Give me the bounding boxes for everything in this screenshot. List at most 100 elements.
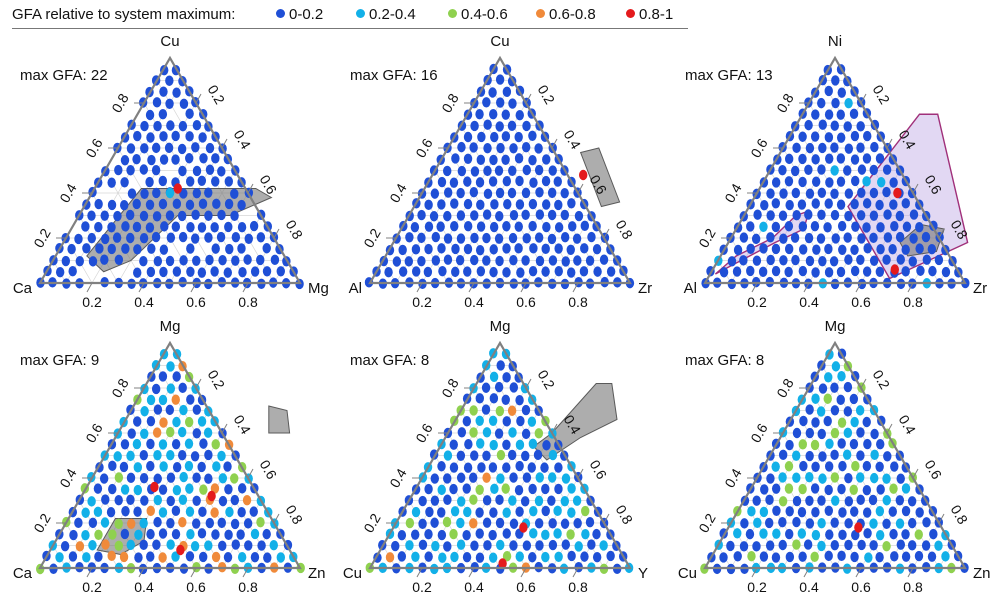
tick-mark	[247, 468, 254, 479]
data-point	[507, 405, 517, 416]
data-point	[212, 198, 221, 210]
data-point	[418, 539, 428, 551]
data-point	[217, 166, 226, 177]
data-point	[875, 199, 884, 211]
data-point	[508, 495, 517, 506]
data-point	[831, 97, 840, 109]
tick-mark	[195, 93, 202, 104]
highlight-region	[579, 147, 621, 208]
data-point	[785, 439, 794, 451]
data-point	[107, 550, 116, 562]
data-point	[527, 462, 536, 473]
data-point	[410, 529, 420, 540]
data-point	[146, 551, 155, 562]
data-point	[824, 372, 833, 383]
data-point	[540, 462, 549, 473]
data-point	[515, 395, 524, 406]
data-point	[824, 198, 833, 209]
data-point	[205, 164, 215, 175]
tick-label-left: 0.6	[82, 135, 106, 160]
data-point	[192, 404, 202, 415]
data-point	[186, 529, 195, 540]
data-point	[863, 130, 872, 142]
data-point	[811, 154, 820, 165]
data-point	[501, 109, 510, 120]
data-point	[548, 255, 558, 266]
data-point	[747, 506, 756, 517]
data-point	[502, 243, 511, 254]
data-point	[553, 528, 562, 539]
data-point	[398, 244, 407, 256]
data-point	[502, 86, 512, 98]
tick-mark	[860, 378, 867, 389]
data-point	[843, 381, 853, 393]
tick-label-right: 0.8	[948, 502, 972, 527]
data-point	[573, 518, 582, 529]
tick-mark	[273, 513, 280, 524]
data-point	[850, 130, 860, 142]
data-point	[855, 405, 865, 416]
data-point	[875, 505, 885, 517]
data-point	[197, 267, 207, 278]
data-point	[554, 483, 563, 495]
data-point	[171, 551, 180, 562]
data-point	[592, 551, 602, 563]
data-point	[554, 462, 563, 473]
data-point	[469, 494, 478, 505]
data-point	[276, 266, 285, 277]
data-point	[882, 541, 891, 552]
data-point	[462, 416, 472, 427]
data-point	[810, 131, 820, 142]
data-point	[95, 243, 104, 254]
data-point	[541, 529, 550, 541]
data-point	[488, 176, 498, 187]
data-point	[132, 198, 141, 210]
data-point	[463, 198, 473, 210]
data-point	[838, 244, 847, 255]
data-point	[797, 507, 807, 518]
data-point	[765, 540, 775, 551]
data-point	[384, 266, 393, 278]
data-point	[218, 495, 228, 507]
tick-mark	[907, 282, 914, 293]
data-point	[843, 427, 853, 439]
data-point	[585, 517, 595, 528]
data-point	[424, 551, 433, 562]
data-point	[528, 438, 538, 450]
data-point	[126, 539, 135, 551]
tick-label-left: 0.8	[108, 90, 132, 115]
tick-label-left: 0.2	[695, 225, 719, 250]
data-point	[837, 483, 846, 495]
data-point	[514, 485, 524, 496]
data-point	[443, 233, 453, 244]
data-point	[171, 394, 180, 405]
data-point	[217, 450, 226, 462]
right-vertex-label: Zr	[638, 280, 652, 297]
tick-label-right: 0.2	[870, 82, 894, 107]
data-point	[877, 177, 886, 188]
data-point	[574, 541, 583, 552]
data-point	[560, 232, 570, 243]
data-point	[909, 209, 919, 220]
tick-mark	[138, 567, 145, 578]
data-point	[785, 551, 795, 563]
tick-label-left: 0.4	[56, 180, 80, 205]
data-point	[521, 404, 531, 416]
tick-label-right: 0.4	[231, 412, 255, 437]
data-point	[760, 200, 769, 211]
data-point	[824, 461, 834, 472]
data-point	[514, 221, 523, 232]
data-point	[495, 74, 505, 85]
data-point	[521, 209, 530, 220]
data-point	[449, 462, 459, 473]
data-point	[843, 232, 852, 243]
data-point	[405, 540, 414, 551]
data-point	[732, 266, 742, 277]
data-point	[475, 507, 484, 518]
data-point	[837, 550, 846, 562]
data-point	[849, 484, 858, 495]
data-point	[199, 153, 208, 164]
data-point	[475, 108, 484, 120]
data-point	[495, 187, 505, 199]
tick-label-left: 0.2	[360, 225, 384, 250]
